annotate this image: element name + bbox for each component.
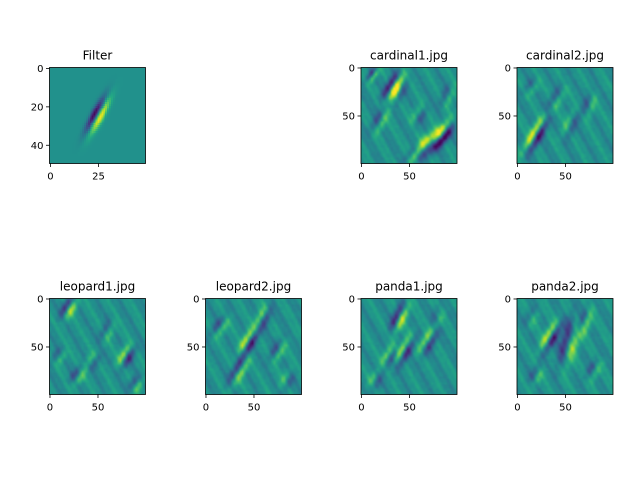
heatmap-image [205, 298, 302, 395]
subplot-0: 0 25 0 20 40 Filter [31, 49, 146, 183]
axes-frame [516, 67, 614, 164]
subplot-3: 0 50 0 50 leopard1.jpg [31, 280, 146, 414]
y-tick-label: 0 [37, 64, 43, 75]
y-tick-label: 0 [193, 294, 199, 305]
x-tick-label: 50 [403, 172, 416, 183]
x-tick-label: 50 [92, 403, 105, 414]
subplot-5: 0 50 0 50 panda1.jpg [342, 280, 458, 414]
subplot-2: 0 50 0 50 cardinal2.jpg [498, 49, 614, 183]
x-tick-label: 0 [514, 172, 520, 183]
subplot-1: 0 50 0 50 cardinal1.jpg [342, 49, 458, 183]
y-tick-label: 50 [498, 111, 511, 122]
x-tick-label: 0 [514, 403, 520, 414]
axes-frame [49, 67, 146, 164]
y-tick-label: 0 [37, 294, 43, 305]
subplot-title: Filter [83, 49, 113, 63]
axes-frame [516, 298, 614, 395]
y-tick-label: 50 [342, 111, 355, 122]
y-tick-label: 0 [349, 63, 355, 74]
x-tick-label: 0 [47, 172, 53, 183]
x-tick-label: 50 [248, 403, 261, 414]
axes-frame [49, 298, 146, 395]
x-tick-label: 0 [358, 403, 364, 414]
heatmap-image [361, 298, 457, 395]
subplot-title: cardinal2.jpg [526, 49, 604, 63]
x-tick-label: 0 [47, 403, 53, 414]
y-tick-label: 20 [31, 102, 44, 113]
y-tick-label: 50 [342, 342, 355, 353]
subplot-title: leopard1.jpg [60, 280, 135, 294]
axes-frame [205, 298, 302, 395]
y-tick-label: 50 [187, 342, 200, 353]
heatmap-image [49, 67, 146, 164]
subplot-title: leopard2.jpg [216, 280, 291, 294]
subplot-title: panda1.jpg [375, 280, 443, 294]
subplot-6: 0 50 0 50 panda2.jpg [498, 280, 614, 414]
x-tick-label: 50 [403, 403, 416, 414]
x-tick-label: 50 [559, 403, 572, 414]
axes-frame [360, 67, 458, 164]
y-tick-label: 0 [349, 294, 355, 305]
y-tick-label: 0 [505, 63, 511, 74]
subplot-title: cardinal1.jpg [370, 49, 448, 63]
subplot-4: 0 50 0 50 leopard2.jpg [187, 280, 302, 414]
y-tick-label: 50 [498, 342, 511, 353]
y-tick-label: 50 [31, 342, 44, 353]
heatmap-image [517, 67, 613, 164]
y-tick-label: 0 [505, 294, 511, 305]
subplot-title: panda2.jpg [531, 280, 599, 294]
x-tick-label: 0 [203, 403, 209, 414]
heatmap-image [361, 67, 457, 164]
heatmap-image [517, 298, 613, 395]
y-tick-label: 40 [31, 141, 44, 152]
axes-frame [360, 298, 458, 395]
x-tick-label: 0 [358, 172, 364, 183]
x-tick-label: 50 [559, 172, 572, 183]
x-tick-label: 25 [92, 172, 105, 183]
heatmap-image [49, 298, 146, 395]
